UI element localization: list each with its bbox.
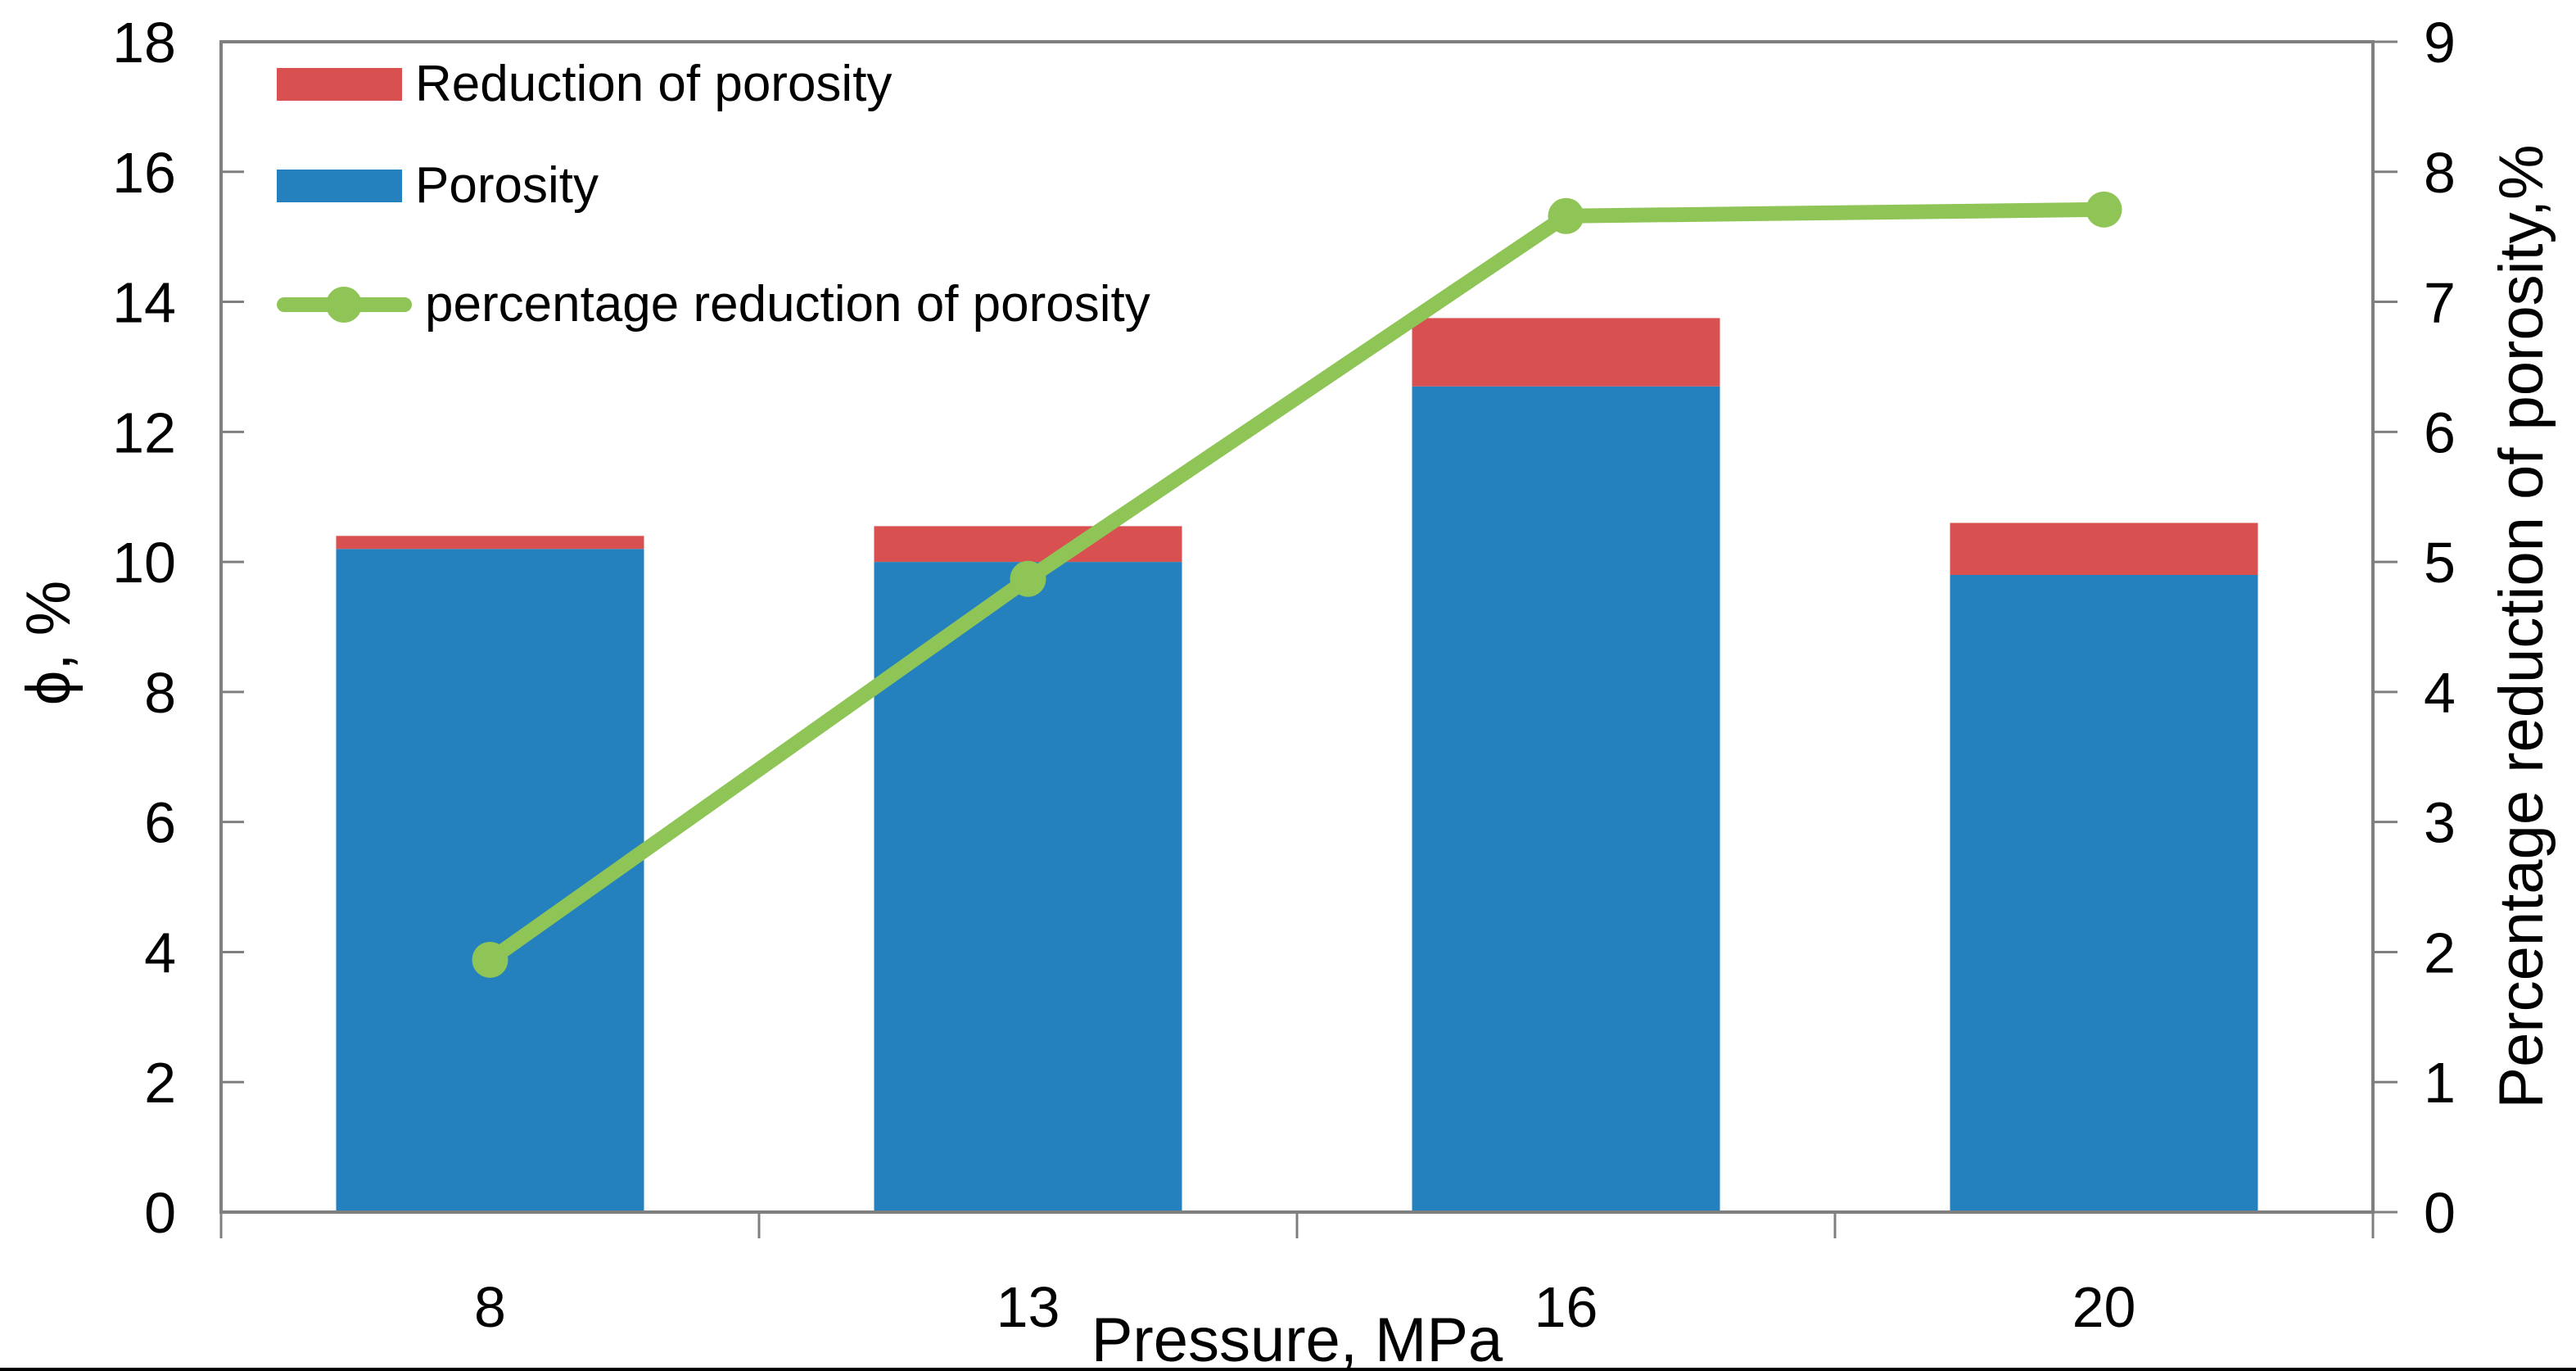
right-axis-tick-label-2: 2: [2424, 921, 2456, 984]
x-axis-category-label-16: 16: [1534, 1275, 1598, 1339]
bar-reduction-16: [1412, 318, 1720, 387]
line-marker-16: [1548, 197, 1584, 234]
left-axis-tick-label-6: 6: [144, 791, 176, 855]
line-marker-20: [2086, 191, 2122, 228]
legend-label-reduction-of-porosity: Reduction of porosity: [415, 56, 893, 112]
right-axis-tick-label-4: 4: [2424, 661, 2456, 725]
bar-porosity-16: [1412, 386, 1720, 1212]
right-axis-tick-label-8: 8: [2424, 141, 2456, 205]
right-axis-tick-label-9: 9: [2424, 11, 2456, 75]
line-marker-8: [472, 941, 508, 978]
bar-reduction-20: [1950, 523, 2258, 575]
left-axis-tick-label-2: 2: [144, 1051, 176, 1115]
bar-porosity-13: [874, 562, 1182, 1212]
left-axis-tick-label-10: 10: [112, 531, 176, 595]
right-axis-tick-label-3: 3: [2424, 791, 2456, 855]
legend-item-reduction-of-porosity: Reduction of porosity: [277, 52, 892, 117]
left-axis-tick-label-0: 0: [144, 1181, 176, 1245]
x-axis-title: Pressure, MPa: [1091, 1305, 1503, 1371]
x-axis-category-label-20: 20: [2072, 1275, 2136, 1339]
legend-line-sample: [277, 272, 412, 337]
bar-porosity-20: [1950, 574, 2258, 1212]
legend-label-porosity: Porosity: [415, 157, 599, 214]
left-axis-tick-label-14: 14: [112, 271, 176, 335]
right-axis-tick-label-6: 6: [2424, 400, 2456, 464]
left-axis-tick-label-8: 8: [144, 661, 176, 725]
right-axis-title: Percentage reduction of porosity,%: [2487, 144, 2556, 1108]
left-axis-tick-label-12: 12: [112, 400, 176, 464]
left-axis-tick-label-16: 16: [112, 141, 176, 205]
right-axis-tick-label-1: 1: [2424, 1051, 2456, 1115]
left-axis-tick-label-4: 4: [144, 921, 176, 984]
bar-reduction-13: [874, 526, 1182, 563]
legend-line-marker-icon: [326, 287, 362, 323]
bar-reduction-8: [336, 536, 644, 550]
left-axis-tick-label-18: 18: [112, 11, 176, 75]
legend-item-percentage-reduction: percentage reduction of porosity: [277, 272, 1150, 337]
bottom-border: [0, 1368, 2576, 1371]
legend-label-percentage-reduction: percentage reduction of porosity: [425, 276, 1150, 333]
line-marker-13: [1010, 560, 1046, 597]
right-axis-tick-label-7: 7: [2424, 271, 2456, 335]
percentage-reduction-line: [482, 201, 2112, 967]
x-axis-category-label-8: 8: [474, 1275, 506, 1339]
right-axis-tick-label-0: 0: [2424, 1181, 2456, 1245]
legend-swatch-porosity: [277, 170, 402, 202]
right-axis-tick-label-5: 5: [2424, 531, 2456, 595]
legend-swatch-reduction-of-porosity: [277, 68, 402, 101]
left-axis-title: ϕ, %: [14, 581, 84, 705]
legend-item-porosity: Porosity: [277, 153, 599, 219]
x-axis-category-label-13: 13: [997, 1275, 1060, 1339]
